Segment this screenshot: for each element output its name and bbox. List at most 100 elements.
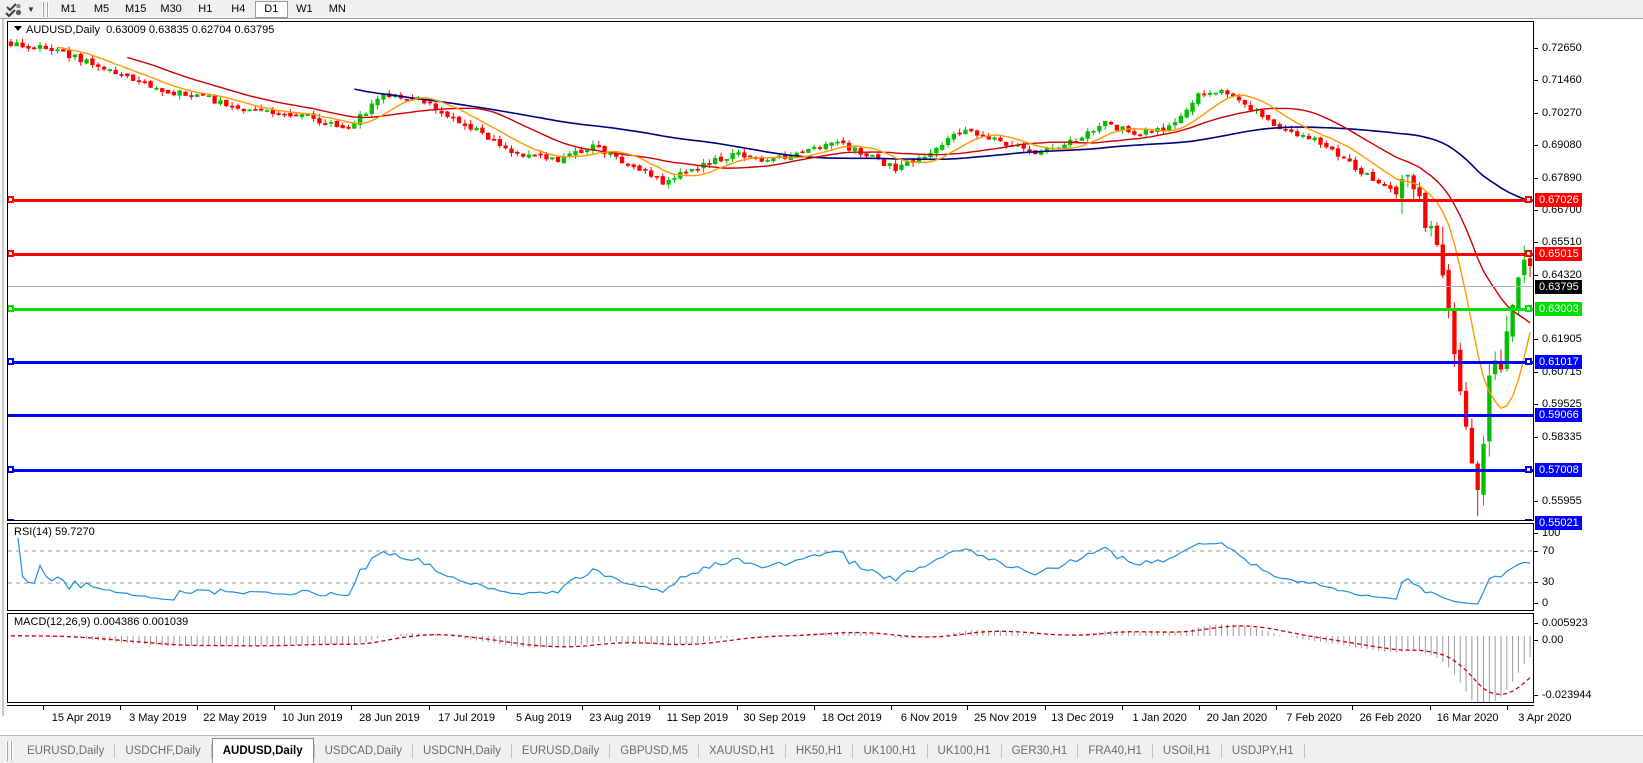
time-tick-mark bbox=[119, 706, 121, 710]
macd-header: MACD(12,26,9) 0.004386 0.001039 bbox=[12, 616, 191, 628]
level-handle[interactable] bbox=[8, 358, 14, 365]
level-line[interactable] bbox=[8, 361, 1533, 364]
price-tick: 0.60715 bbox=[1534, 366, 1582, 378]
macd-tick: 0.005923 bbox=[1534, 617, 1588, 629]
time-label: 11 Sep 2019 bbox=[666, 712, 729, 724]
time-label: 15 Apr 2019 bbox=[51, 712, 112, 724]
chart-tab-eurusd-daily[interactable]: EURUSD,Daily bbox=[521, 745, 600, 757]
rsi-scale[interactable]: 100 70 30 0 bbox=[1534, 523, 1643, 611]
rsi-pane[interactable]: RSI(14) 59.7270 bbox=[7, 523, 1534, 611]
time-label: 30 Sep 2019 bbox=[743, 712, 806, 724]
ohlc-values: 0.63009 0.63835 0.62704 0.63795 bbox=[106, 24, 275, 36]
price-scale[interactable]: 0.72650 0.71460 0.70270 0.69080 0.67890 0.667… bbox=[1534, 21, 1643, 540]
chart-tab-usdjpy-h1[interactable]: USDJPY,H1 bbox=[1231, 745, 1294, 757]
price-badge[interactable]: 0.59066 bbox=[1535, 408, 1582, 422]
level-handle[interactable] bbox=[1525, 196, 1532, 203]
price-tick: 0.59525 bbox=[1534, 398, 1582, 410]
time-label: 25 Nov 2019 bbox=[974, 712, 1037, 724]
chart-tab-uk100-h1[interactable]: UK100,H1 bbox=[937, 745, 991, 757]
macd-scale[interactable]: 0.005923 0.00 -0.023944 bbox=[1534, 613, 1643, 703]
rsi-series bbox=[8, 526, 1533, 605]
level-line[interactable] bbox=[8, 308, 1533, 311]
level-line[interactable] bbox=[8, 469, 1533, 472]
chart-tab-gbpusd-m5[interactable]: GBPUSD,M5 bbox=[620, 745, 688, 757]
tab-separator bbox=[1000, 744, 1002, 758]
macd-pane[interactable]: MACD(12,26,9) 0.004386 0.001039 bbox=[7, 613, 1534, 703]
chart-tab-eurusd-daily[interactable]: EURUSD,Daily bbox=[27, 745, 105, 757]
level-handle[interactable] bbox=[1525, 250, 1532, 257]
level-handle[interactable] bbox=[8, 250, 14, 257]
triangle-down-icon[interactable] bbox=[14, 26, 22, 31]
timeframe-button-mn[interactable]: MN bbox=[328, 3, 346, 15]
drag-grip-icon[interactable] bbox=[42, 1, 49, 17]
candlestick-series bbox=[8, 38, 1533, 517]
tab-separator bbox=[1151, 744, 1153, 758]
time-label: 3 May 2019 bbox=[129, 712, 187, 724]
price-tick: 0.71460 bbox=[1534, 74, 1582, 86]
chart-tab-ger30-h1[interactable]: GER30,H1 bbox=[1011, 745, 1068, 757]
time-label: 5 Aug 2019 bbox=[515, 712, 572, 724]
time-label: 22 May 2019 bbox=[203, 712, 267, 724]
timeframe-button-m15[interactable]: M15 bbox=[125, 3, 147, 15]
drag-grip-icon[interactable] bbox=[6, 741, 13, 761]
symbol-label: AUDUSD,Daily bbox=[26, 24, 100, 36]
chart-tab-usdcnh-daily[interactable]: USDCNH,Daily bbox=[422, 745, 501, 757]
time-label: 20 Jan 2020 bbox=[1206, 712, 1268, 724]
level-line[interactable] bbox=[8, 286, 1533, 287]
vertical-scroll-track[interactable] bbox=[0, 19, 7, 716]
price-badge[interactable]: 0.67026 bbox=[1535, 193, 1582, 207]
price-badge[interactable]: 0.57008 bbox=[1535, 463, 1582, 477]
price-badge[interactable]: 0.63003 bbox=[1535, 302, 1582, 316]
time-axis[interactable]: 15 Apr 2019 3 May 2019 22 May 2019 10 Jun 2… bbox=[7, 705, 1571, 733]
time-tick-mark bbox=[1121, 706, 1123, 710]
level-line[interactable] bbox=[8, 414, 1533, 417]
level-handle[interactable] bbox=[1525, 358, 1532, 365]
time-tick-mark bbox=[1276, 706, 1278, 710]
time-tick-mark bbox=[274, 706, 276, 710]
chart-tab-uk100-h1[interactable]: UK100,H1 bbox=[863, 745, 917, 757]
time-tick-mark bbox=[1352, 706, 1354, 710]
price-badge[interactable]: 0.61017 bbox=[1535, 355, 1582, 369]
timeframe-button-m5[interactable]: M5 bbox=[93, 3, 110, 15]
level-handle[interactable] bbox=[1525, 519, 1532, 520]
level-handle[interactable] bbox=[1525, 305, 1532, 312]
chart-tab-hk50-h1[interactable]: HK50,H1 bbox=[795, 745, 843, 757]
chart-tab-usdchf-daily[interactable]: USDCHF,Daily bbox=[125, 745, 201, 757]
level-handle[interactable] bbox=[8, 466, 14, 473]
timeframe-button-d1[interactable]: D1 bbox=[254, 0, 288, 18]
price-badge[interactable]: 0.55021 bbox=[1535, 516, 1582, 530]
price-badge[interactable]: 0.63795 bbox=[1535, 280, 1582, 294]
macd-tick: 0.00 bbox=[1534, 634, 1563, 646]
level-handle[interactable] bbox=[8, 305, 14, 312]
chart-tab-usoil-h1[interactable]: USOil,H1 bbox=[1162, 745, 1211, 757]
level-line[interactable] bbox=[8, 253, 1533, 256]
time-label: 1 Jan 2020 bbox=[1132, 712, 1187, 724]
symbol-header: AUDUSD,Daily 0.63009 0.63835 0.62704 0.6… bbox=[12, 24, 277, 36]
price-tick: 0.65510 bbox=[1534, 236, 1582, 248]
level-handle[interactable] bbox=[1525, 466, 1532, 473]
time-tick-mark bbox=[428, 706, 430, 710]
time-label: 26 Feb 2020 bbox=[1359, 712, 1422, 724]
timeframe-button-w1[interactable]: W1 bbox=[296, 3, 313, 15]
price-badge[interactable]: 0.65015 bbox=[1535, 247, 1582, 261]
price-pane[interactable]: AUDUSD,Daily 0.63009 0.63835 0.62704 0.6… bbox=[7, 21, 1534, 521]
chart-tab-fra40-h1[interactable]: FRA40,H1 bbox=[1088, 745, 1142, 757]
templates-icon[interactable] bbox=[2, 1, 24, 18]
chevron-down-icon[interactable]: ▼ bbox=[27, 4, 35, 14]
chart-tab-usdcad-daily[interactable]: USDCAD,Daily bbox=[324, 745, 402, 757]
chart-tab-audusd-daily[interactable]: AUDUSD,Daily bbox=[211, 738, 314, 763]
tab-separator bbox=[1077, 744, 1079, 758]
chart-tab-xauusd-h1[interactable]: XAUUSD,H1 bbox=[708, 745, 775, 757]
time-tick-mark bbox=[1506, 706, 1508, 710]
rsi-tick: 70 bbox=[1534, 545, 1554, 557]
timeframe-button-h4[interactable]: H4 bbox=[231, 3, 246, 15]
time-label: 10 Jun 2019 bbox=[281, 712, 343, 724]
level-handle[interactable] bbox=[8, 519, 14, 520]
level-handle[interactable] bbox=[8, 196, 14, 203]
timeframe-button-m1[interactable]: M1 bbox=[60, 3, 77, 15]
timeframe-button-m30[interactable]: M30 bbox=[160, 3, 182, 15]
price-tick: 0.69080 bbox=[1534, 139, 1582, 151]
level-line[interactable] bbox=[8, 199, 1533, 202]
timeframe-button-h1[interactable]: H1 bbox=[198, 3, 213, 15]
